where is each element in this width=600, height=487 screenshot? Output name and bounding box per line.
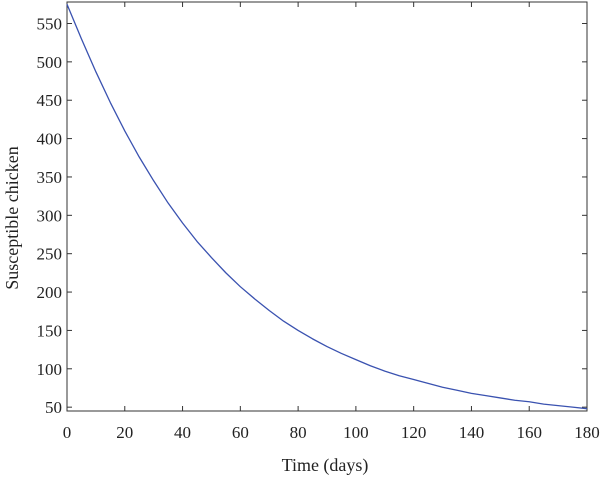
- x-tick-label: 160: [516, 423, 542, 442]
- y-tick-label: 150: [37, 321, 63, 340]
- y-tick-label: 550: [37, 14, 63, 33]
- x-tick-label: 100: [343, 423, 369, 442]
- x-tick-label: 140: [459, 423, 485, 442]
- x-axis-title: Time (days): [282, 455, 369, 476]
- y-tick-label: 450: [37, 91, 63, 110]
- x-tick-label: 60: [232, 423, 249, 442]
- x-tick-label: 20: [116, 423, 133, 442]
- x-tick-label: 40: [174, 423, 191, 442]
- y-tick-label: 400: [37, 130, 63, 149]
- plot-frame: [66, 1, 588, 412]
- y-axis-title: Susceptible chicken: [2, 146, 22, 289]
- series-line: [66, 4, 588, 410]
- x-tick-label: 120: [401, 423, 427, 442]
- y-tick-label: 500: [37, 53, 63, 72]
- x-tick-label: 80: [290, 423, 307, 442]
- y-tick-label: 200: [37, 283, 63, 302]
- x-tick-label: 0: [63, 423, 72, 442]
- y-tick-label: 250: [37, 245, 63, 264]
- y-tick-label: 50: [45, 398, 62, 417]
- y-tick-label: 300: [37, 206, 63, 225]
- y-tick-label: 100: [37, 360, 63, 379]
- x-tick-label: 180: [574, 423, 600, 442]
- y-tick-label: 350: [37, 168, 63, 187]
